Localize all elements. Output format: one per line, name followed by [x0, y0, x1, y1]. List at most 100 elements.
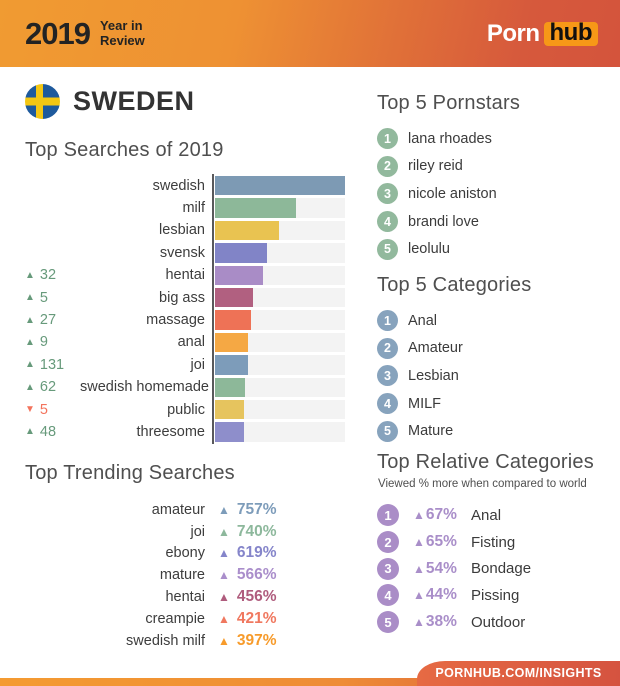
- bar-track: [215, 422, 345, 442]
- trending-term-label: joi: [190, 523, 205, 540]
- rank-number-badge: 3: [377, 365, 398, 387]
- insights-url-link[interactable]: PORNHUB.COM/INSIGHTS: [417, 661, 620, 686]
- trending-percent: 456%: [236, 588, 277, 606]
- list-item: 2 riley reid: [377, 153, 497, 181]
- relative-category-label: Pissing: [471, 586, 520, 604]
- search-term-label: big ass: [159, 289, 205, 306]
- list-item: 2 Amateur: [377, 335, 463, 363]
- year-tagline-line2: Review: [99, 32, 145, 48]
- bar-track: [215, 332, 345, 353]
- bar: [215, 243, 267, 263]
- search-term-label: anal: [177, 334, 205, 351]
- header-banner: 2019 Year in Review Porn hub: [0, 0, 620, 67]
- rank-change: ▲ 27: [25, 312, 80, 328]
- relative-category-item: 1 ▲67% Anal: [377, 502, 531, 529]
- search-term-label: lesbian: [159, 222, 205, 239]
- relative-category-label: Bondage: [471, 560, 532, 578]
- bar-track: [215, 377, 345, 397]
- trending-row: ebony ▲ 619%: [25, 543, 325, 565]
- pornhub-logo[interactable]: Porn hub: [487, 0, 598, 67]
- trending-row: amateur ▲ 757%: [25, 499, 325, 521]
- list-item-label: lana rhoades: [408, 130, 492, 147]
- rank-change: ▲ 48: [25, 424, 80, 440]
- search-term-label: public: [167, 401, 205, 418]
- bar: [215, 265, 264, 285]
- trend-up-icon: ▲: [218, 590, 230, 605]
- search-term-label: hentai: [165, 267, 205, 284]
- list-item: 4 brandi love: [377, 208, 497, 236]
- categories-list: 1 Anal 2 Amateur 3 Lesbian 4 MILF 5 Mature: [377, 307, 463, 445]
- bar: [215, 287, 253, 308]
- rank-change-value: 48: [39, 423, 57, 440]
- relative-category-item: 5 ▲38% Outdoor: [377, 609, 531, 636]
- trend-up-icon: ▲: [218, 568, 230, 583]
- rank-number-badge: 2: [377, 155, 398, 177]
- bar-track: [215, 310, 345, 330]
- search-term-label: milf: [182, 200, 205, 217]
- relative-category-item: 2 ▲65% Fisting: [377, 529, 531, 556]
- chart-row: ▲ 131 joi: [25, 355, 345, 375]
- rank-up-icon: ▲: [25, 381, 35, 393]
- chart-row: ▲ 32 hentai: [25, 265, 345, 285]
- search-term-label: threesome: [136, 423, 205, 440]
- relative-categories-title: Top Relative Categories: [377, 451, 594, 473]
- trending-row: mature ▲ 566%: [25, 564, 325, 586]
- rank-change: ▲ 62: [25, 379, 80, 395]
- rank-up-icon: ▲: [25, 426, 35, 438]
- insights-url-text: PORNHUB.COM/INSIGHTS: [435, 666, 602, 680]
- list-item: 3 nicole aniston: [377, 180, 497, 208]
- list-item-label: Mature: [408, 423, 454, 440]
- rank-number-badge: 2: [377, 531, 399, 554]
- list-item-label: Lesbian: [408, 367, 459, 384]
- list-item-label: leolulu: [408, 241, 450, 258]
- trending-term-label: mature: [159, 567, 205, 584]
- rank-number-badge: 3: [377, 557, 399, 580]
- list-item: 4 MILF: [377, 390, 463, 418]
- trend-up-icon: ▲: [218, 611, 230, 626]
- rank-number-badge: 5: [377, 420, 398, 442]
- trending-term-label: hentai: [165, 589, 205, 606]
- rank-up-icon: ▲: [25, 292, 35, 304]
- trend-up-icon: ▲: [218, 633, 230, 648]
- trending-term-label: ebony: [165, 545, 205, 562]
- relative-categories-list: 1 ▲67% Anal 2 ▲65% Fisting 3 ▲54% Bondage 4 ▲44% Pi…: [377, 502, 531, 635]
- rank-up-icon: ▲: [25, 314, 35, 326]
- bar-track: [215, 355, 345, 375]
- rank-number-badge: 5: [377, 611, 399, 634]
- chart-row: ▼ 5 public: [25, 399, 345, 420]
- rank-number-badge: 2: [377, 337, 398, 359]
- search-term-label: joi: [190, 356, 205, 373]
- trending-percent: 421%: [236, 609, 277, 627]
- bar: [215, 399, 244, 420]
- rank-number-badge: 1: [377, 128, 398, 150]
- chart-row: ▲ 27 massage: [25, 310, 345, 330]
- trending-percent: 566%: [236, 566, 277, 584]
- rank-change: ▲ 32: [25, 267, 80, 283]
- trending-percent: 740%: [236, 522, 277, 540]
- trending-term-label: amateur: [151, 501, 205, 518]
- chart-row: swedish: [25, 176, 345, 196]
- trend-up-icon: ▲: [218, 502, 230, 517]
- bar-track: [215, 399, 345, 420]
- bar: [215, 355, 248, 375]
- chart-row: ▲ 9 anal: [25, 332, 345, 353]
- footer-accent-strip: [0, 678, 620, 686]
- top-searches-title: Top Searches of 2019: [25, 139, 224, 161]
- rank-number-badge: 1: [377, 310, 398, 332]
- relative-percent: ▲67%: [413, 506, 457, 524]
- list-item-label: riley reid: [408, 158, 463, 175]
- search-term-label: massage: [146, 312, 205, 329]
- relative-category-label: Outdoor: [471, 613, 526, 631]
- rank-change-value: 32: [39, 267, 57, 284]
- country-name: SWEDEN: [73, 86, 195, 116]
- bar: [215, 198, 296, 218]
- rank-number-badge: 5: [377, 238, 398, 260]
- bar: [215, 332, 248, 353]
- relative-up-icon: ▲: [413, 588, 425, 603]
- relative-category-label: Fisting: [471, 533, 516, 551]
- rank-number-badge: 4: [377, 393, 398, 415]
- bar: [215, 220, 279, 241]
- chart-row: ▲ 62 swedish homemade: [25, 377, 345, 397]
- relative-up-icon: ▲: [413, 535, 425, 550]
